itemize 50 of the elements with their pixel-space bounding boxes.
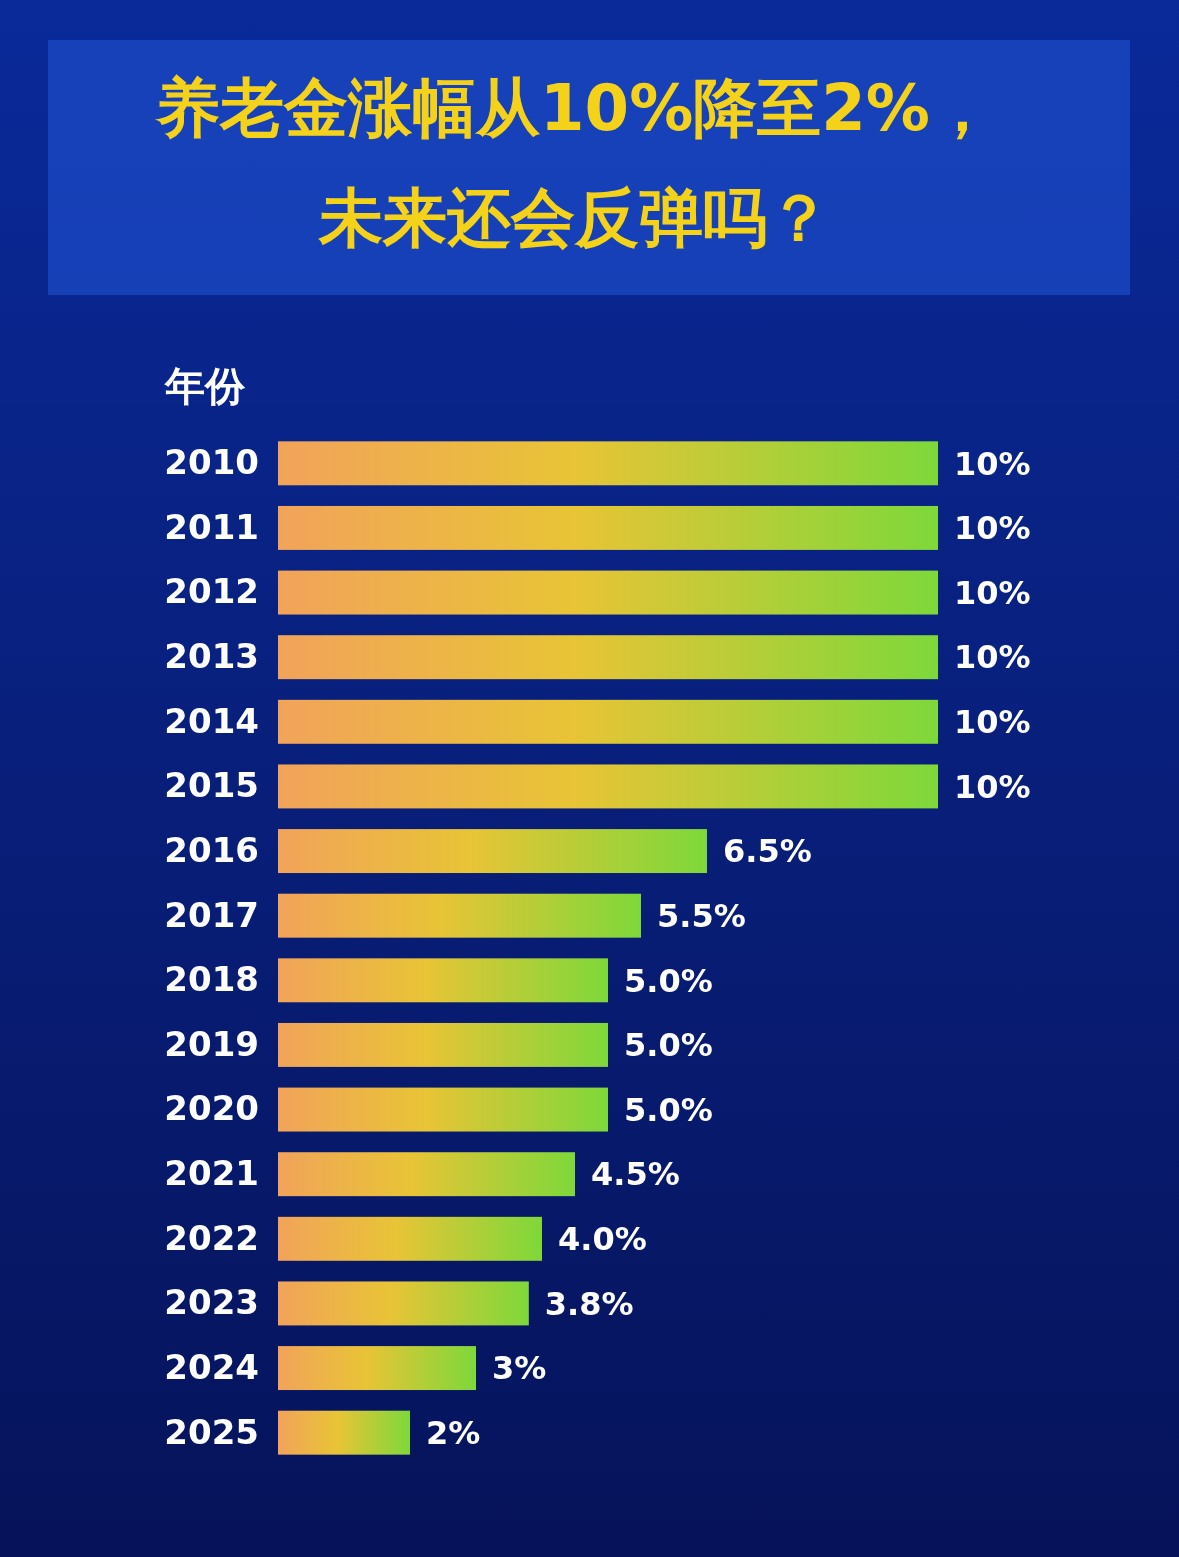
data-label: 10% (954, 638, 1031, 677)
data-label: 10% (954, 444, 1031, 483)
bar (278, 1281, 529, 1326)
y-tick-label: 2011 (164, 506, 259, 547)
y-tick-label: 2015 (164, 765, 259, 806)
y-tick-label: 2014 (164, 700, 259, 741)
chart-title: 养老金涨幅从10%降至2%，未来还会反弹吗？ (154, 71, 994, 255)
bar (278, 570, 938, 615)
bar (278, 829, 707, 874)
bar (278, 1152, 575, 1197)
y-tick-label: 2013 (164, 636, 259, 677)
bar (278, 635, 938, 680)
bar (278, 1216, 542, 1261)
y-tick-label: 2022 (164, 1217, 259, 1258)
data-label: 2% (426, 1413, 481, 1452)
bar (278, 505, 938, 550)
data-label: 6.5% (723, 832, 812, 871)
y-tick-label: 2023 (164, 1282, 259, 1323)
bar (278, 441, 938, 486)
y-tick-label: 2010 (164, 442, 259, 483)
y-tick-label: 2021 (164, 1153, 259, 1194)
y-axis-title: 年份 (164, 363, 246, 409)
data-label: 10% (954, 703, 1031, 742)
data-label: 10% (954, 509, 1031, 548)
data-label: 10% (954, 573, 1031, 612)
data-label: 10% (954, 767, 1031, 806)
data-label: 4.0% (558, 1220, 647, 1259)
bar (278, 1022, 608, 1067)
bar (278, 1087, 608, 1132)
data-label: 5.0% (624, 961, 713, 1000)
data-label: 4.5% (591, 1155, 680, 1194)
y-tick-label: 2017 (164, 894, 259, 935)
y-tick-label: 2025 (164, 1411, 259, 1452)
data-label: 3% (492, 1349, 547, 1388)
bar (278, 893, 641, 938)
y-tick-label: 2018 (164, 959, 259, 1000)
bar (278, 958, 608, 1003)
y-tick-label: 2020 (164, 1088, 259, 1129)
bar (278, 1346, 476, 1391)
bar (278, 1410, 410, 1455)
data-label: 3.8% (544, 1284, 634, 1323)
bar (278, 699, 938, 744)
y-tick-label: 2016 (164, 829, 259, 870)
y-tick-label: 2019 (164, 1023, 259, 1064)
bar (278, 764, 938, 809)
data-label: 5.0% (624, 1090, 713, 1129)
data-label: 5.5% (657, 896, 746, 935)
y-tick-label: 2012 (164, 571, 259, 612)
data-label: 5.0% (624, 1026, 713, 1065)
y-tick-label: 2024 (164, 1346, 259, 1387)
